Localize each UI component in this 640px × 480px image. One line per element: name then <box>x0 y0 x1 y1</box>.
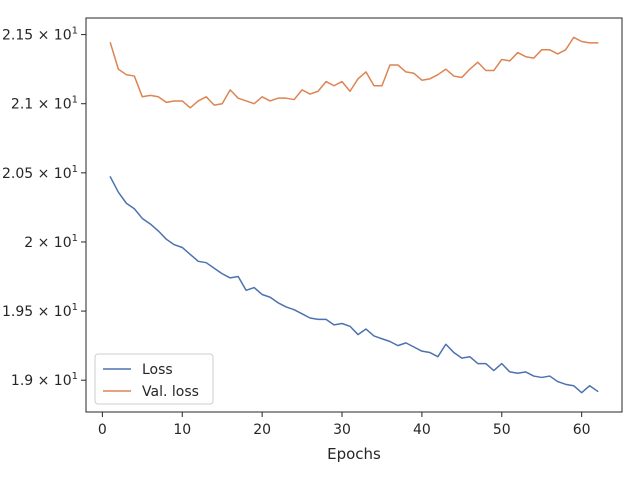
y-tick-label: 2.05 × 101 <box>2 164 78 182</box>
x-tick-label: 60 <box>573 422 591 438</box>
series-layer <box>109 36 599 394</box>
x-axis: 0 10 20 30 40 50 60 <box>98 412 591 438</box>
x-tick-label: 10 <box>173 422 191 438</box>
y-tick-label: 2 × 101 <box>24 233 78 251</box>
axes-background <box>86 18 622 412</box>
plot-area <box>85 17 623 413</box>
x-tick-label: 40 <box>413 422 431 438</box>
legend: Loss Val. loss <box>94 353 214 405</box>
y-tick-label: 2.1 × 101 <box>11 95 78 113</box>
y-tick-label: 1.95 × 101 <box>2 302 78 320</box>
y-axis: 1.9 × 101 1.95 × 101 2 × 101 2.05 × 101 2.1 … <box>2 26 86 389</box>
x-tick-label: 20 <box>253 422 271 438</box>
y-tick-label: 1.9 × 101 <box>11 371 78 389</box>
legend-label: Val. loss <box>142 384 199 400</box>
series-line-loss <box>109 175 599 394</box>
x-tick-label: 0 <box>98 422 107 438</box>
legend-label: Loss <box>142 362 173 378</box>
x-tick-label: 30 <box>333 422 351 438</box>
x-tick-label: 50 <box>493 422 511 438</box>
series-line-val-loss <box>109 36 599 109</box>
axes-frame <box>85 17 623 413</box>
y-tick-label: 2.15 × 101 <box>2 26 78 44</box>
x-axis-label: Epochs <box>327 445 381 463</box>
